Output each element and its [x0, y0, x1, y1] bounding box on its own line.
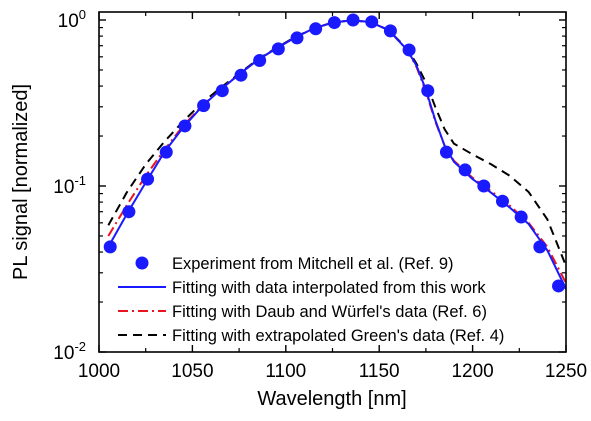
experiment-point: [327, 16, 341, 30]
experiment-point: [159, 145, 173, 159]
experiment-point: [141, 172, 155, 186]
legend-marker: [135, 256, 149, 270]
experiment-point: [477, 179, 491, 193]
experiment-point: [402, 43, 416, 57]
experiment-point: [439, 145, 453, 159]
x-tick-labels: 1000 1050 1100 1150 1200 1250: [78, 361, 587, 382]
legend-label: Fitting with data interpolated from this…: [172, 279, 486, 297]
experiment-point: [253, 54, 267, 68]
experiment-point: [197, 99, 211, 113]
experiment-point: [346, 13, 360, 27]
experiment-point: [421, 84, 435, 98]
marker-layer: [103, 13, 566, 293]
experiment-point: [215, 84, 229, 98]
experiment-point: [103, 240, 117, 254]
y-tick-labels: 10-2 10-1 100: [53, 7, 86, 364]
experiment-point: [495, 194, 509, 208]
legend-label: Fitting with extrapolated Green's data (…: [172, 327, 504, 345]
legend-label: Fitting with Daub and Würfel's data (Ref…: [172, 303, 487, 321]
axis-ticks: [98, 12, 567, 353]
y-axis-title: PL signal [normalized]: [10, 84, 32, 280]
plot-frame: [98, 11, 567, 353]
experiment-point: [271, 42, 285, 56]
experiment-point: [514, 210, 528, 224]
legend: Experiment from Mitchell et al. (Ref. 9)…: [118, 255, 504, 345]
x-tick-label: 1100: [265, 361, 306, 382]
experiment-point: [309, 22, 323, 36]
x-tick-label: 1000: [78, 361, 120, 382]
x-tick-label: 1050: [171, 361, 213, 382]
experiment-point: [178, 119, 192, 133]
x-tick-label: 1150: [359, 361, 400, 382]
experiment-point: [533, 240, 547, 254]
series-layer: [107, 19, 566, 290]
experiment-point: [383, 24, 397, 38]
x-axis-title: Wavelength [nm]: [257, 388, 406, 410]
experiment-point: [234, 68, 248, 82]
y-tick-label: 100: [58, 7, 86, 32]
x-tick-label: 1250: [545, 361, 587, 382]
x-tick-label: 1200: [451, 361, 493, 382]
series-line-solid: [107, 19, 566, 290]
experiment-point: [552, 279, 566, 293]
experiment-point: [458, 163, 472, 177]
series-line-dashed: [107, 19, 566, 267]
experiment-point: [122, 205, 136, 219]
experiment-point: [290, 31, 304, 45]
y-tick-label: 10-2: [53, 339, 86, 364]
experiment-point: [365, 15, 379, 29]
series-line-dashdot: [107, 19, 566, 284]
legend-label: Experiment from Mitchell et al. (Ref. 9): [172, 255, 454, 273]
y-tick-label: 10-1: [53, 173, 86, 198]
